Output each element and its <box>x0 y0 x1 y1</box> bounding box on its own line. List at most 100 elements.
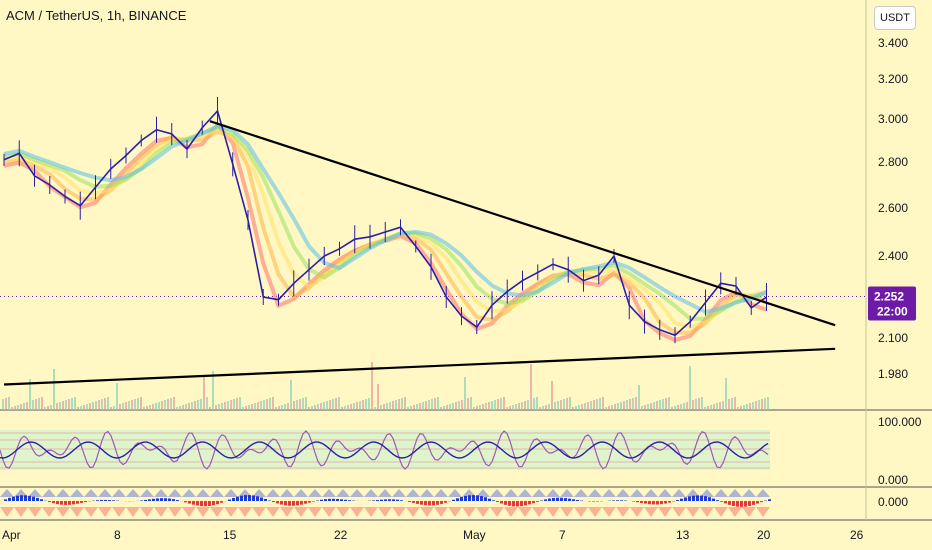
volume-bar <box>182 405 184 410</box>
price-tick-label: 3.400 <box>878 36 908 50</box>
momentum-bar <box>680 498 683 501</box>
volume-bar <box>623 401 625 410</box>
oscillator-signal <box>0 441 769 459</box>
volume-bar <box>449 404 451 410</box>
momentum-bar <box>396 499 399 501</box>
price-tick-label: 1.980 <box>878 367 908 381</box>
volume-bar <box>197 400 199 410</box>
volume-bar <box>458 401 460 410</box>
volume-bar <box>83 405 85 410</box>
price-tick-label: 2.600 <box>878 201 908 215</box>
momentum-bar <box>508 501 511 506</box>
volume-bar <box>635 397 637 410</box>
momentum-down-marker <box>742 507 756 517</box>
momentum-bar <box>416 501 419 504</box>
momentum-down-marker <box>154 507 168 517</box>
volume-bar <box>641 406 643 410</box>
momentum-bar <box>280 501 283 505</box>
momentum-up-marker <box>182 489 196 497</box>
volume-bar <box>554 402 556 410</box>
volume-bar <box>41 397 43 410</box>
momentum-bar <box>248 495 251 501</box>
momentum-bar <box>728 501 731 505</box>
momentum-bar <box>52 501 55 504</box>
momentum-bar <box>208 501 211 506</box>
momentum-bar <box>260 497 263 501</box>
volume-bar <box>188 403 190 410</box>
momentum-bar <box>308 501 311 503</box>
volume-bars <box>2 362 769 410</box>
time-tick-label: 20 <box>757 528 771 542</box>
volume-bar <box>500 398 502 410</box>
volume-bar <box>380 405 382 410</box>
volume-bar <box>251 404 253 410</box>
volume-bar <box>143 407 145 410</box>
volume-bar <box>419 403 421 410</box>
momentum-bar <box>536 501 539 502</box>
momentum-up-marker <box>0 489 14 497</box>
volume-bar <box>410 406 412 410</box>
momentum-bar <box>192 501 195 505</box>
momentum-up-marker <box>364 489 378 497</box>
momentum-bar <box>400 500 403 501</box>
volume-bar <box>323 402 325 410</box>
volume-bar <box>89 403 91 410</box>
volume-bar <box>269 398 271 410</box>
volume-bar <box>548 404 550 410</box>
volume-bar <box>131 400 133 410</box>
volume-bar <box>14 406 16 410</box>
volume-bar <box>140 397 142 410</box>
volume-bar <box>695 399 697 410</box>
currency-button[interactable]: USDT <box>874 6 916 30</box>
volume-bar <box>638 385 640 410</box>
momentum-down-marker <box>210 507 224 517</box>
momentum-bar <box>336 498 339 501</box>
momentum-down-marker <box>672 507 686 517</box>
volume-bar <box>137 398 139 410</box>
volume-bar <box>701 397 703 410</box>
momentum-bar <box>472 495 475 501</box>
momentum-down-marker <box>714 507 728 517</box>
volume-bar <box>575 406 577 410</box>
momentum-bar <box>272 501 275 503</box>
volume-bar <box>128 401 130 410</box>
volume-bar <box>191 402 193 410</box>
volume-bar <box>314 405 316 410</box>
momentum-bar <box>324 499 327 501</box>
volume-bar <box>395 400 397 410</box>
volume-bar <box>134 399 136 410</box>
momentum-down-marker <box>308 507 322 517</box>
momentum-bar <box>436 501 439 505</box>
time-tick-label: 7 <box>559 528 566 542</box>
volume-bar <box>497 399 499 410</box>
volume-bar <box>725 378 727 410</box>
momentum-bar <box>484 497 487 501</box>
momentum-bar <box>264 498 267 501</box>
momentum-up-marker <box>14 489 28 497</box>
momentum-bar <box>652 501 655 505</box>
momentum-down-marker <box>70 507 84 517</box>
volume-bar <box>512 405 514 410</box>
volume-bar <box>674 406 676 410</box>
momentum-up-marker <box>532 489 546 497</box>
price-tick-label: 2.800 <box>878 155 908 169</box>
last-price-label: 2.252 <box>874 289 904 303</box>
volume-bar <box>746 404 748 410</box>
volume-bar <box>686 402 688 410</box>
momentum-bar <box>392 499 395 501</box>
momentum-bar <box>768 499 771 501</box>
trendlines[interactable] <box>3 120 836 386</box>
momentum-bar <box>160 498 163 501</box>
momentum-bar <box>108 500 111 501</box>
momentum-bar <box>520 501 523 507</box>
volume-bar <box>374 407 376 410</box>
volume-bar <box>92 402 94 410</box>
momentum-bar <box>284 501 287 506</box>
momentum-bar <box>104 499 107 501</box>
volume-bar <box>659 400 661 410</box>
momentum-up-marker <box>112 489 126 497</box>
volume-bar <box>752 402 754 410</box>
time-tick-label: 13 <box>676 528 690 542</box>
momentum-bar <box>16 495 19 501</box>
